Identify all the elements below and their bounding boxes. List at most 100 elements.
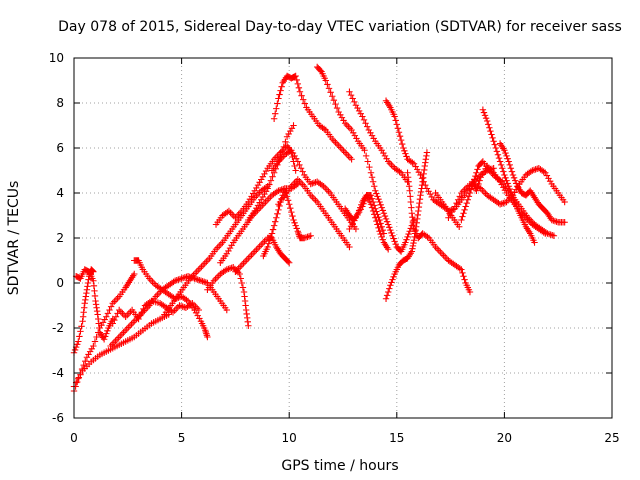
data-point [263, 197, 271, 204]
data-point [351, 98, 358, 106]
data-point [374, 211, 381, 218]
data-point [341, 149, 349, 156]
data-point [491, 141, 498, 148]
y-tick-label: -2 [52, 321, 64, 335]
data-point [530, 166, 538, 174]
data-point [492, 144, 499, 152]
data-point [124, 311, 131, 319]
y-tick-label: 2 [56, 231, 64, 245]
data-point [237, 209, 244, 216]
data-point [225, 265, 232, 273]
data-point [384, 246, 392, 253]
data-point [292, 167, 299, 174]
data-point [456, 193, 463, 200]
data-point [332, 139, 339, 146]
data-point [246, 253, 254, 260]
data-point [406, 228, 413, 235]
data-point [147, 276, 155, 284]
data-point [126, 322, 134, 329]
data-point [290, 216, 297, 224]
data-point [101, 316, 108, 323]
data-point [327, 89, 334, 96]
y-tick-label: 10 [49, 51, 64, 65]
data-point [335, 108, 342, 116]
data-point [481, 112, 489, 119]
data-point [561, 198, 568, 206]
data-point [285, 130, 292, 138]
data-point [299, 168, 306, 175]
data-point [467, 186, 475, 193]
data-point [245, 322, 252, 329]
data-point [264, 243, 271, 251]
data-point [534, 165, 541, 173]
data-point [466, 288, 474, 296]
data-point [176, 302, 183, 309]
data-point [265, 195, 272, 202]
data-point [262, 167, 270, 175]
data-point [200, 278, 208, 286]
data-point [480, 188, 488, 196]
data-point [269, 173, 276, 180]
data-point [435, 247, 442, 254]
data-point [333, 140, 341, 148]
chart-title: Day 078 of 2015, Sidereal Day-to-day VTE… [58, 19, 622, 35]
data-point [388, 161, 395, 169]
data-point [513, 180, 520, 187]
y-tick-label: 8 [56, 96, 64, 110]
data-point [91, 338, 99, 345]
data-point [330, 96, 338, 104]
data-point [366, 163, 373, 171]
data-point [442, 253, 449, 261]
series-arc-18 [313, 63, 418, 255]
data-point [289, 212, 296, 220]
data-point [456, 223, 463, 230]
data-point [246, 195, 254, 203]
data-point [408, 204, 415, 211]
data-point [390, 235, 397, 242]
data-point [407, 198, 414, 206]
data-point [474, 184, 481, 191]
data-point [545, 175, 552, 182]
data-point [362, 152, 370, 160]
data-point [114, 294, 121, 302]
data-point [549, 231, 556, 239]
data-point [253, 184, 260, 192]
series-arc-23 [382, 149, 431, 302]
data-point [293, 76, 300, 84]
data-point [325, 85, 333, 92]
data-point [383, 155, 390, 162]
data-point [292, 72, 299, 80]
data-point [338, 145, 346, 153]
data-point [400, 144, 407, 152]
data-point [259, 173, 267, 180]
data-point [74, 341, 81, 348]
data-point [510, 174, 518, 182]
data-point [368, 132, 376, 139]
data-point [125, 324, 132, 331]
data-point [373, 217, 380, 225]
data-point [272, 110, 279, 117]
data-point [118, 330, 126, 338]
data-point [395, 129, 403, 136]
data-point [462, 203, 469, 210]
data-point [223, 306, 230, 314]
data-point [498, 200, 505, 207]
data-point [309, 180, 316, 187]
data-point [513, 202, 520, 210]
data-point [261, 170, 268, 178]
data-point [346, 125, 354, 132]
data-point [384, 221, 392, 228]
data-point [174, 303, 182, 311]
data-point [375, 195, 382, 203]
data-point [241, 258, 249, 265]
data-point [104, 327, 111, 335]
data-point [293, 225, 300, 232]
data-point [542, 230, 549, 237]
data-point [261, 190, 268, 198]
data-point [407, 225, 414, 232]
data-point [256, 243, 263, 250]
data-point [212, 275, 219, 283]
data-point [196, 265, 204, 272]
data-point [511, 199, 519, 207]
